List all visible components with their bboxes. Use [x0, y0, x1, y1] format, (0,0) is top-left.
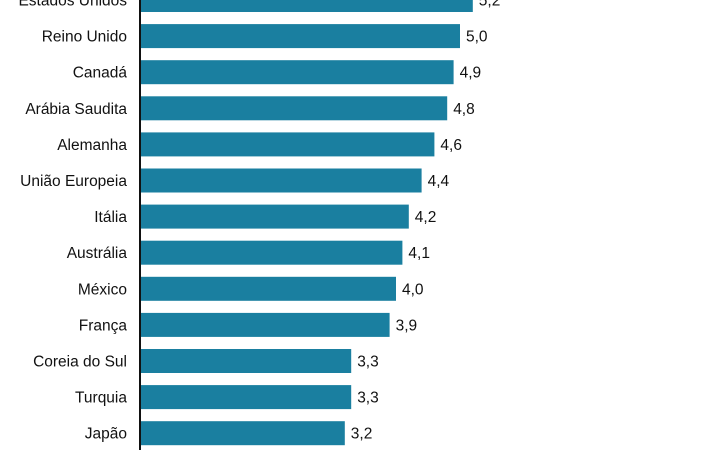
category-label: Reino Unido — [42, 29, 127, 46]
category-label: Arábia Saudita — [25, 101, 127, 118]
value-label: 5,2 — [479, 0, 501, 10]
category-label: Itália — [94, 209, 127, 226]
value-label: 3,2 — [351, 426, 373, 443]
value-label: 4,9 — [460, 65, 482, 82]
bar — [140, 240, 403, 265]
value-label: 4,4 — [428, 173, 450, 190]
bar — [140, 24, 460, 49]
category-label: Alemanha — [57, 137, 127, 154]
value-label: 3,9 — [396, 317, 418, 334]
category-label: Japão — [85, 426, 127, 443]
category-label: Estados Unidos — [18, 0, 127, 10]
value-label: 4,2 — [415, 209, 437, 226]
bar — [140, 0, 473, 12]
bar — [140, 276, 396, 301]
category-label: México — [78, 281, 127, 298]
bar — [140, 132, 435, 157]
category-label: Coreia do Sul — [33, 354, 127, 371]
value-label: 5,0 — [466, 29, 488, 46]
category-label: Austrália — [67, 245, 128, 262]
bar — [140, 60, 454, 85]
category-label: Canadá — [73, 65, 128, 82]
value-label: 4,0 — [402, 281, 424, 298]
category-label: França — [79, 317, 128, 334]
bar — [140, 204, 409, 229]
bar — [140, 312, 390, 337]
value-label: 3,3 — [357, 354, 379, 371]
category-label: Turquia — [75, 390, 127, 407]
value-label: 4,1 — [408, 245, 430, 262]
bar — [140, 385, 352, 410]
value-label: 4,8 — [453, 101, 475, 118]
category-label: União Europeia — [20, 173, 127, 190]
bar — [140, 168, 422, 193]
bar — [140, 96, 448, 121]
bar — [140, 421, 345, 446]
value-label: 3,3 — [357, 390, 379, 407]
value-label: 4,6 — [440, 137, 462, 154]
bar — [140, 349, 352, 373]
